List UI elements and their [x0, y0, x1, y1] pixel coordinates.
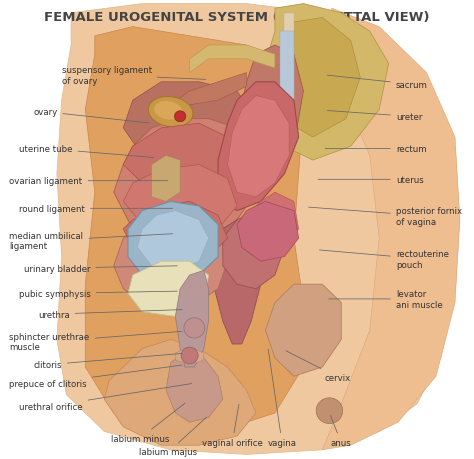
Polygon shape [57, 5, 460, 454]
Polygon shape [251, 193, 299, 243]
Polygon shape [190, 46, 275, 73]
Circle shape [181, 347, 198, 364]
Text: labium majus: labium majus [139, 417, 207, 457]
Text: clitoris: clitoris [33, 354, 182, 369]
Text: round ligament: round ligament [19, 204, 173, 213]
Polygon shape [284, 14, 294, 101]
Polygon shape [123, 83, 256, 174]
Text: rectouterine
pouch: rectouterine pouch [319, 250, 449, 269]
Text: labium minus: labium minus [110, 403, 185, 443]
Polygon shape [166, 353, 223, 422]
Text: suspensory ligament
of ovary: suspensory ligament of ovary [62, 66, 206, 85]
Polygon shape [85, 28, 303, 431]
Polygon shape [128, 202, 218, 285]
Text: posterior fornix
of vagina: posterior fornix of vagina [309, 207, 462, 226]
Polygon shape [284, 18, 360, 138]
Polygon shape [128, 262, 209, 317]
Text: uterine tube: uterine tube [19, 145, 154, 158]
Text: vaginal orifice: vaginal orifice [202, 404, 263, 448]
Text: cervix: cervix [286, 351, 351, 382]
Circle shape [184, 318, 205, 338]
Text: ovarian ligament: ovarian ligament [9, 177, 168, 186]
Polygon shape [137, 211, 209, 271]
Text: median umbilical
ligament: median umbilical ligament [9, 231, 173, 251]
Text: levator
ani muscle: levator ani muscle [329, 290, 443, 309]
Text: prepuce of clitoris: prepuce of clitoris [9, 365, 182, 388]
Polygon shape [237, 46, 303, 193]
Polygon shape [123, 165, 237, 239]
Text: sphincter urethrae
muscle: sphincter urethrae muscle [9, 331, 182, 352]
Polygon shape [223, 211, 284, 289]
Polygon shape [280, 32, 294, 101]
Polygon shape [322, 9, 460, 450]
Polygon shape [123, 124, 237, 193]
Polygon shape [171, 73, 246, 119]
Circle shape [316, 398, 343, 424]
Text: urethra: urethra [38, 310, 182, 319]
Text: pubic symphysis: pubic symphysis [19, 289, 177, 298]
Text: ovary: ovary [33, 108, 149, 123]
Polygon shape [218, 83, 299, 211]
Text: rectum: rectum [325, 145, 427, 154]
Polygon shape [237, 202, 299, 262]
Polygon shape [152, 156, 180, 202]
Text: anus: anus [330, 416, 352, 448]
Ellipse shape [148, 97, 193, 128]
Text: urethral orifice: urethral orifice [19, 384, 191, 411]
Polygon shape [104, 340, 256, 445]
Text: sacrum: sacrum [328, 76, 428, 90]
Text: uterus: uterus [318, 175, 424, 185]
Text: vagina: vagina [267, 349, 297, 448]
Ellipse shape [154, 102, 182, 120]
Polygon shape [265, 5, 389, 161]
Text: ureter: ureter [328, 111, 422, 122]
Polygon shape [123, 202, 228, 262]
Text: FEMALE UROGENITAL SYSTEM (MIDSAGITTAL VIEW): FEMALE UROGENITAL SYSTEM (MIDSAGITTAL VI… [44, 11, 430, 24]
Polygon shape [114, 119, 256, 248]
Polygon shape [175, 347, 204, 365]
Polygon shape [175, 271, 209, 367]
Polygon shape [114, 216, 228, 308]
Polygon shape [228, 96, 289, 197]
Polygon shape [265, 285, 341, 376]
Circle shape [174, 112, 186, 123]
Polygon shape [213, 220, 265, 344]
Text: urinary bladder: urinary bladder [24, 264, 177, 273]
